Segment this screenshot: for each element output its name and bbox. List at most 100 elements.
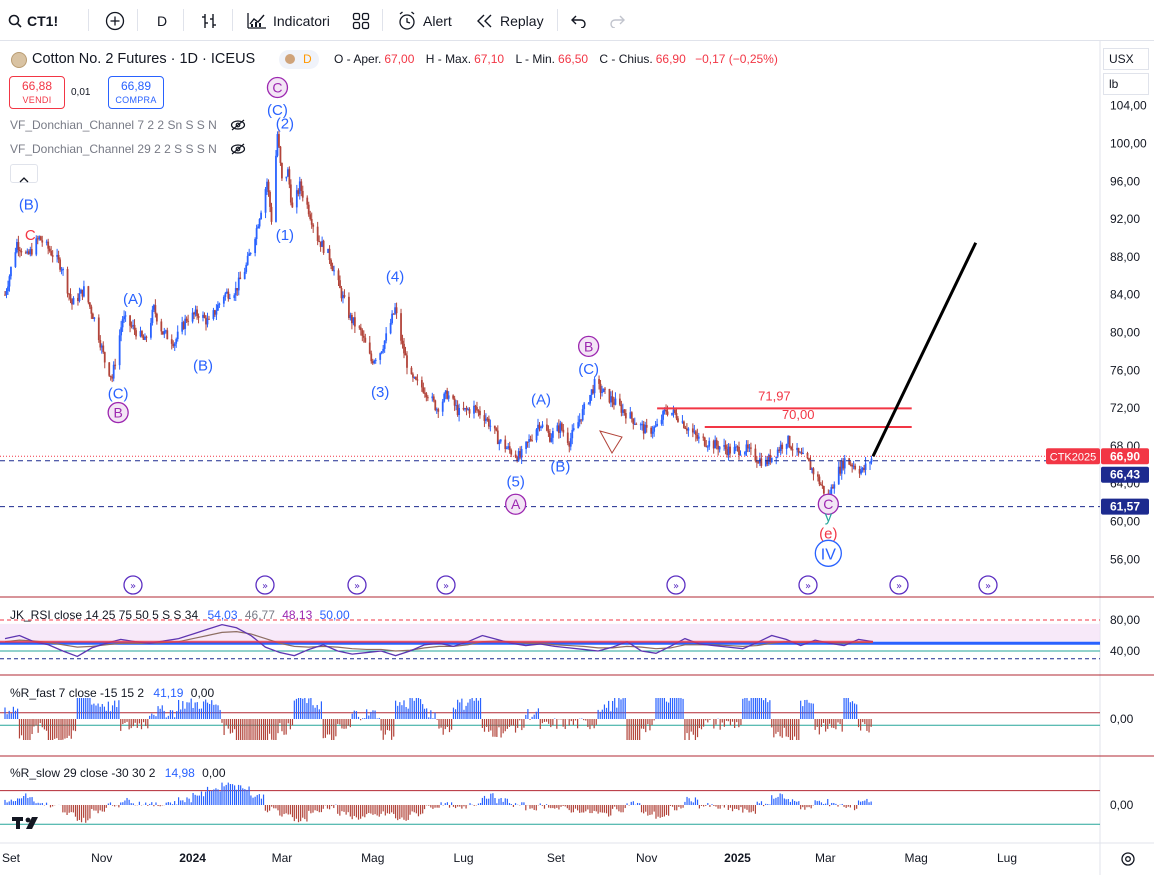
- price-tag-bg: [1101, 498, 1149, 515]
- candle-body: [869, 462, 871, 464]
- rsi-value-3: 48,13: [282, 608, 313, 622]
- candle-body: [197, 316, 200, 318]
- event-marker-icon[interactable]: »: [798, 575, 818, 595]
- event-marker-icon[interactable]: »: [436, 575, 456, 595]
- candle-body: [537, 424, 539, 430]
- wave-label: C: [823, 496, 833, 512]
- event-marker-glyph: »: [354, 581, 360, 592]
- event-marker-icon[interactable]: »: [123, 575, 143, 595]
- indicator-donchian-7[interactable]: VF_Donchian_Channel 7 2 2 Sn S S N: [10, 118, 246, 132]
- time-tick-label: Nov: [91, 851, 112, 865]
- candle-body: [243, 271, 246, 280]
- candle-body: [306, 197, 309, 205]
- candle-body: [572, 428, 575, 430]
- event-marker-icon[interactable]: »: [255, 575, 275, 595]
- wave-label: (5): [507, 474, 525, 491]
- open-label: O - Aper.: [334, 52, 382, 66]
- chart-canvas[interactable]: 104,00 100,00 96,00 92,00 88,00 84,00 80,00 76,…: [0, 41, 1154, 875]
- time-tick-label: Mar: [815, 851, 836, 865]
- candle-body: [295, 190, 298, 208]
- candle-body: [738, 446, 740, 455]
- replay-button[interactable]: Replay: [476, 0, 544, 41]
- top-toolbar: CT1! D Indicatori Alert Replay: [0, 0, 1154, 41]
- candle-body: [124, 315, 127, 317]
- legend-collapse-button[interactable]: [10, 164, 38, 183]
- candle-body: [715, 439, 718, 446]
- unit-selector[interactable]: lb: [1103, 73, 1149, 95]
- candle-body: [196, 309, 198, 317]
- eye-off-icon[interactable]: [230, 142, 246, 159]
- rsi-tick-label: 40,00: [1110, 644, 1140, 658]
- candle-body: [458, 407, 460, 416]
- candle-body: [464, 408, 466, 410]
- candle-body: [102, 345, 105, 353]
- event-marker-icon[interactable]: »: [347, 575, 367, 595]
- candle-body: [358, 326, 361, 328]
- compare-button[interactable]: [105, 0, 125, 41]
- alert-button[interactable]: Alert: [397, 0, 452, 41]
- interval-button[interactable]: D: [157, 0, 167, 41]
- candle-body: [41, 240, 44, 243]
- rfast-legend[interactable]: %R_fast 7 close -15 15 2 41,19 0,00: [10, 686, 214, 700]
- candle-body: [91, 313, 94, 319]
- candle-body: [739, 454, 742, 456]
- symbol-search-button[interactable]: CT1!: [8, 0, 58, 41]
- candle-body: [30, 249, 33, 255]
- indicators-button[interactable]: Indicatori: [247, 0, 330, 41]
- market-status-badge[interactable]: D: [279, 50, 319, 69]
- candle-body: [18, 249, 21, 252]
- candle-body: [747, 444, 749, 449]
- event-marker-icon[interactable]: »: [666, 575, 686, 595]
- low-label: L - Min.: [515, 52, 556, 66]
- buy-button[interactable]: 66,89 COMPRA: [108, 76, 164, 109]
- candle-body: [4, 294, 6, 296]
- candle-body: [17, 242, 20, 250]
- candle-body: [26, 251, 29, 253]
- candle-body: [724, 445, 727, 450]
- event-marker-circle: [255, 575, 275, 595]
- candle-body: [56, 254, 59, 257]
- wave-label: (B): [550, 458, 570, 475]
- candle-body: [566, 432, 569, 443]
- sell-button[interactable]: 66,88 VENDI: [9, 76, 65, 109]
- event-marker-icon[interactable]: »: [889, 575, 909, 595]
- redo-button[interactable]: [609, 0, 625, 41]
- candle-body: [712, 440, 715, 449]
- eye-off-icon[interactable]: [230, 118, 246, 135]
- rslow-legend[interactable]: %R_slow 29 close -30 30 2 14,98 0,00: [10, 766, 226, 780]
- wave-label: B: [584, 338, 593, 354]
- time-tick-label: 2025: [724, 851, 751, 865]
- candle-body: [172, 343, 175, 347]
- indicator-donchian-29[interactable]: VF_Donchian_Channel 29 2 2 S S S N: [10, 142, 246, 156]
- wave-label: (4): [386, 268, 404, 285]
- rsi-overbought-zone: [0, 623, 1100, 644]
- candle-body: [214, 310, 216, 315]
- candle-body: [446, 390, 449, 399]
- rsi-legend[interactable]: JK_RSI close 14 25 75 50 5 S S 34 54,03 …: [10, 608, 350, 622]
- candle-body: [505, 448, 508, 450]
- candle-body: [237, 277, 240, 291]
- chart-style-button[interactable]: [200, 0, 218, 41]
- candle-body: [571, 429, 574, 439]
- candle-body: [791, 449, 794, 451]
- candle-body: [624, 413, 627, 419]
- candle-body: [288, 169, 291, 185]
- candle-body: [319, 241, 322, 247]
- rfast-value-2: 0,00: [190, 686, 215, 700]
- event-marker-circle: [347, 575, 367, 595]
- candle-body: [508, 446, 511, 451]
- settings-icon[interactable]: [1120, 851, 1136, 872]
- candle-body: [559, 423, 562, 433]
- candle-body: [708, 440, 711, 447]
- undo-button[interactable]: [571, 0, 587, 41]
- candle-body: [778, 449, 781, 451]
- event-marker-icon[interactable]: »: [978, 575, 998, 595]
- candle-body: [361, 330, 364, 336]
- candle-body: [382, 348, 385, 352]
- currency-selector[interactable]: USX: [1103, 48, 1149, 70]
- templates-button[interactable]: [352, 0, 370, 41]
- candle-body: [206, 318, 209, 325]
- candle-body: [38, 236, 41, 240]
- spread-value: 0,01: [71, 87, 91, 98]
- candle-body: [8, 276, 11, 287]
